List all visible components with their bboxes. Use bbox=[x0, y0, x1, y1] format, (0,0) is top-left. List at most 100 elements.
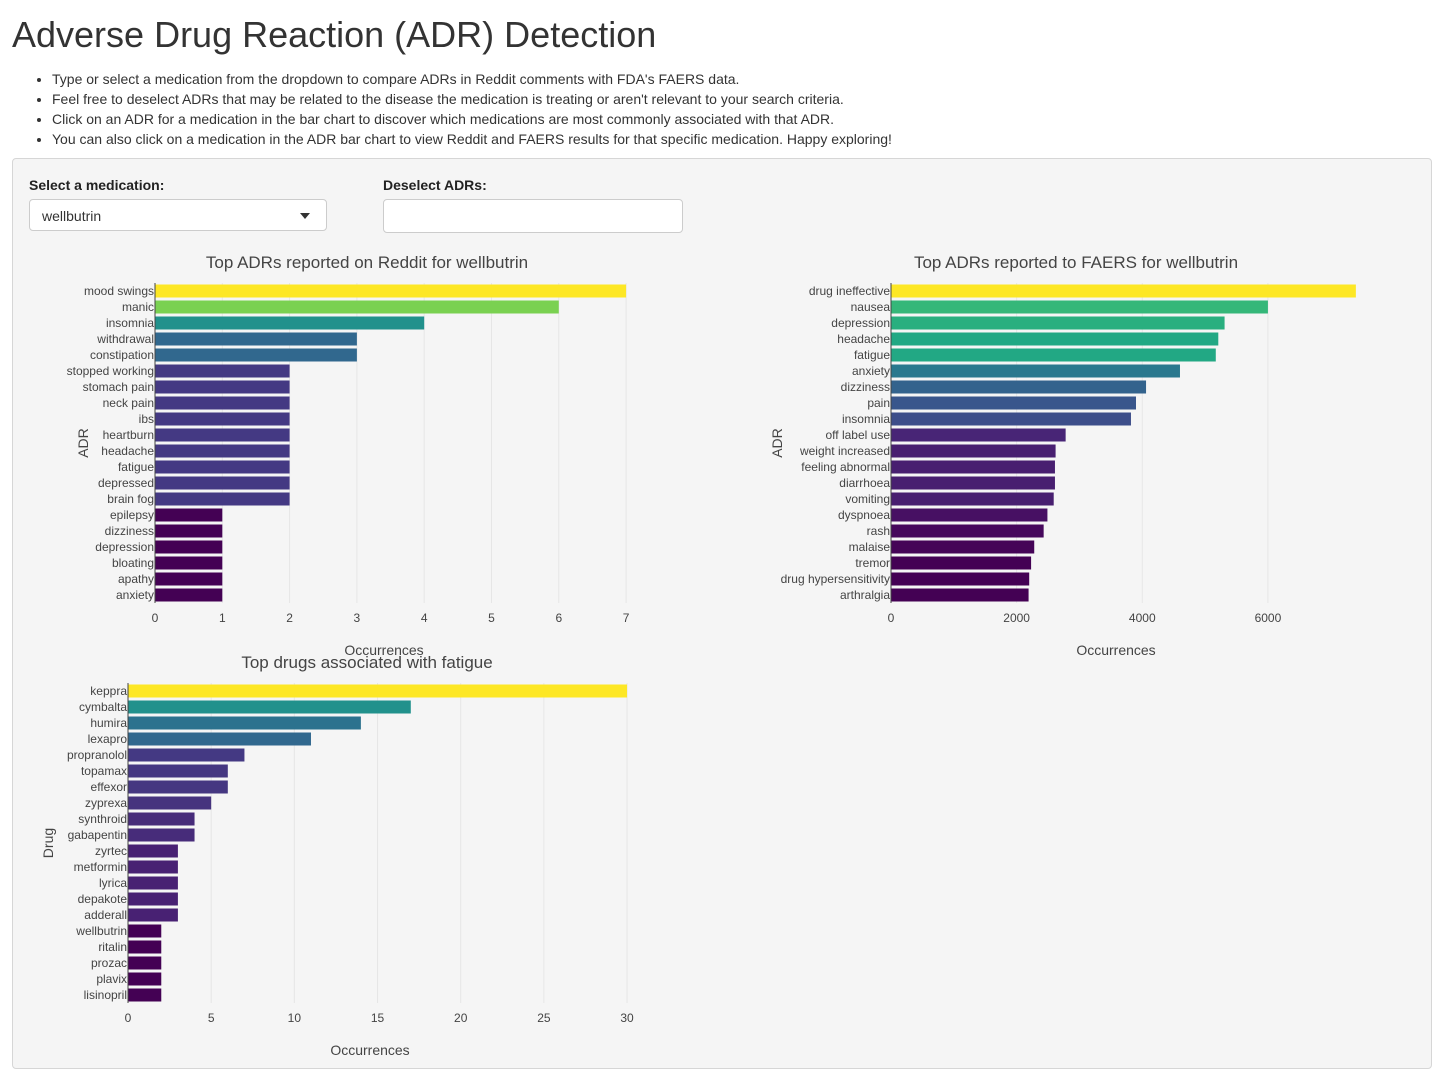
bar[interactable] bbox=[891, 396, 1136, 410]
y-tick-label[interactable]: dizziness bbox=[105, 524, 154, 538]
bar[interactable] bbox=[128, 716, 361, 730]
bar[interactable] bbox=[891, 300, 1268, 314]
y-tick-label[interactable]: ritalin bbox=[98, 940, 127, 954]
y-tick-label[interactable]: heartburn bbox=[103, 428, 154, 442]
y-tick-label[interactable]: anxiety bbox=[116, 588, 154, 602]
y-tick-label[interactable]: neck pain bbox=[103, 396, 154, 410]
y-tick-label[interactable]: headache bbox=[837, 332, 890, 346]
bar[interactable] bbox=[128, 748, 245, 762]
bar[interactable] bbox=[155, 316, 425, 330]
y-tick-label[interactable]: weight increased bbox=[799, 444, 890, 458]
y-tick-label[interactable]: brain fog bbox=[107, 492, 154, 506]
y-tick-label[interactable]: humira bbox=[90, 716, 127, 730]
y-tick-label[interactable]: epilepsy bbox=[110, 508, 154, 522]
y-tick-label[interactable]: arthralgia bbox=[840, 588, 890, 602]
bar[interactable] bbox=[128, 732, 311, 746]
bar[interactable] bbox=[155, 428, 290, 442]
y-tick-label[interactable]: anxiety bbox=[852, 364, 890, 378]
bar[interactable] bbox=[128, 972, 162, 986]
bar[interactable] bbox=[155, 588, 223, 602]
y-tick-label[interactable]: dyspnoea bbox=[838, 508, 890, 522]
y-tick-label[interactable]: synthroid bbox=[78, 812, 127, 826]
bar[interactable] bbox=[891, 476, 1055, 490]
y-tick-label[interactable]: plavix bbox=[96, 972, 127, 986]
bar[interactable] bbox=[155, 396, 290, 410]
y-tick-label[interactable]: propranolol bbox=[67, 748, 127, 762]
bar[interactable] bbox=[128, 940, 162, 954]
bar[interactable] bbox=[128, 876, 178, 890]
y-tick-label[interactable]: apathy bbox=[118, 572, 154, 586]
y-tick-label[interactable]: lexapro bbox=[88, 732, 128, 746]
bar[interactable] bbox=[128, 988, 162, 1002]
y-tick-label[interactable]: stopped working bbox=[67, 364, 154, 378]
bar[interactable] bbox=[128, 844, 178, 858]
y-tick-label[interactable]: fatigue bbox=[118, 460, 154, 474]
bar[interactable] bbox=[128, 812, 195, 826]
bar[interactable] bbox=[891, 588, 1029, 602]
deselect-adrs-input[interactable] bbox=[383, 199, 683, 233]
bar[interactable] bbox=[128, 796, 212, 810]
y-tick-label[interactable]: depressed bbox=[98, 476, 154, 490]
bar[interactable] bbox=[891, 572, 1030, 586]
y-tick-label[interactable]: depression bbox=[95, 540, 154, 554]
y-tick-label[interactable]: pain bbox=[867, 396, 890, 410]
y-tick-label[interactable]: metformin bbox=[74, 860, 127, 874]
bar[interactable] bbox=[155, 364, 290, 378]
y-tick-label[interactable]: mood swings bbox=[84, 284, 154, 298]
y-tick-label[interactable]: malaise bbox=[849, 540, 891, 554]
bar[interactable] bbox=[128, 780, 228, 794]
bar[interactable] bbox=[128, 700, 411, 714]
y-tick-label[interactable]: zyrtec bbox=[95, 844, 127, 858]
y-tick-label[interactable]: ibs bbox=[139, 412, 154, 426]
bar[interactable] bbox=[155, 444, 290, 458]
bar[interactable] bbox=[128, 764, 228, 778]
y-tick-label[interactable]: zyprexa bbox=[85, 796, 127, 810]
y-tick-label[interactable]: off label use bbox=[826, 428, 891, 442]
y-tick-label[interactable]: wellbutrin bbox=[75, 924, 127, 938]
y-tick-label[interactable]: rash bbox=[867, 524, 890, 538]
y-tick-label[interactable]: vomiting bbox=[845, 492, 890, 506]
medication-select[interactable]: wellbutrin bbox=[29, 199, 327, 231]
bar[interactable] bbox=[891, 428, 1066, 442]
bar[interactable] bbox=[891, 316, 1225, 330]
y-tick-label[interactable]: prozac bbox=[91, 956, 127, 970]
y-tick-label[interactable]: keppra bbox=[90, 684, 127, 698]
bar[interactable] bbox=[128, 860, 178, 874]
chevron-down-icon[interactable] bbox=[300, 213, 310, 219]
bar[interactable] bbox=[155, 332, 357, 346]
bar[interactable] bbox=[128, 908, 178, 922]
bar[interactable] bbox=[891, 380, 1147, 394]
bar[interactable] bbox=[155, 284, 627, 298]
y-tick-label[interactable]: adderall bbox=[84, 908, 127, 922]
y-tick-label[interactable]: cymbalta bbox=[79, 700, 127, 714]
bar[interactable] bbox=[891, 540, 1035, 554]
bar[interactable] bbox=[891, 364, 1180, 378]
bar[interactable] bbox=[891, 332, 1219, 346]
y-tick-label[interactable]: lisinopril bbox=[84, 988, 127, 1002]
bar[interactable] bbox=[155, 492, 290, 506]
bar[interactable] bbox=[155, 540, 223, 554]
bar[interactable] bbox=[155, 508, 223, 522]
bar[interactable] bbox=[891, 556, 1032, 570]
y-tick-label[interactable]: topamax bbox=[81, 764, 127, 778]
y-tick-label[interactable]: gabapentin bbox=[68, 828, 127, 842]
bar[interactable] bbox=[891, 524, 1044, 538]
bar[interactable] bbox=[128, 684, 628, 698]
bar[interactable] bbox=[128, 828, 195, 842]
bar[interactable] bbox=[891, 284, 1356, 298]
y-tick-label[interactable]: fatigue bbox=[854, 348, 890, 362]
bar[interactable] bbox=[891, 348, 1216, 362]
bar[interactable] bbox=[128, 924, 162, 938]
bar[interactable] bbox=[155, 380, 290, 394]
bar[interactable] bbox=[891, 492, 1054, 506]
bar[interactable] bbox=[891, 508, 1048, 522]
y-tick-label[interactable]: bloating bbox=[112, 556, 154, 570]
y-tick-label[interactable]: headache bbox=[101, 444, 154, 458]
bar[interactable] bbox=[155, 556, 223, 570]
y-tick-label[interactable]: stomach pain bbox=[83, 380, 154, 394]
y-tick-label[interactable]: insomnia bbox=[106, 316, 154, 330]
bar[interactable] bbox=[891, 460, 1055, 474]
y-tick-label[interactable]: feeling abnormal bbox=[801, 460, 890, 474]
bar[interactable] bbox=[155, 300, 559, 314]
bar[interactable] bbox=[891, 412, 1131, 426]
